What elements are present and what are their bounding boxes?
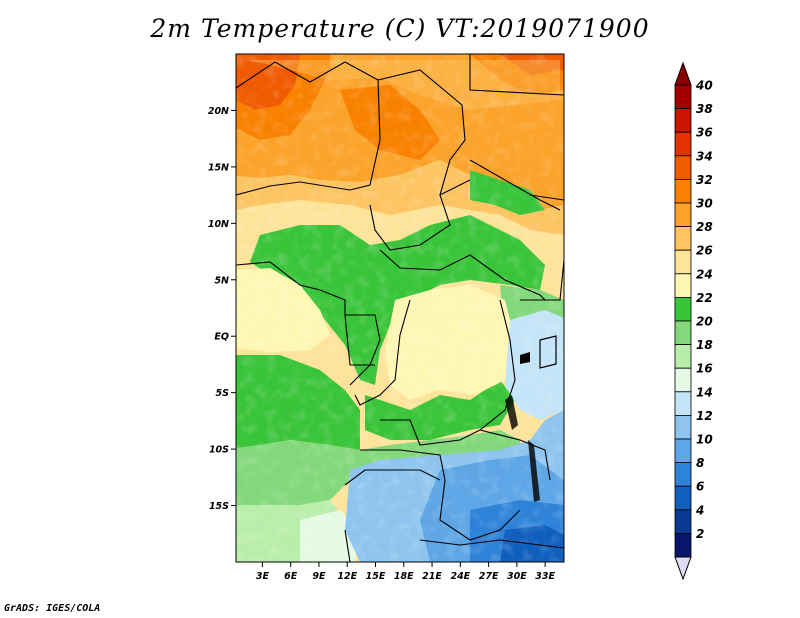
colorbar-level-label: 22 (696, 291, 713, 305)
colorbar-level-label: 18 (696, 338, 713, 352)
lat-tick-label: 5S (216, 388, 230, 399)
colorbar-level-label: 20 (696, 315, 713, 329)
colorbar-level-label: 26 (696, 244, 713, 258)
colorbar-level-label: 14 (696, 385, 713, 399)
colorbar-swatch (674, 84, 692, 110)
latitude-axis: 20N 15N 10N 5N EQ 5S 10S 15S (208, 106, 236, 512)
lat-tick-label: 5N (214, 275, 229, 286)
lat-tick-label: 15S (209, 501, 229, 512)
colorbar-swatch (674, 438, 692, 464)
lon-tick-label: 6E (284, 571, 298, 582)
colorbar-level-label: 40 (695, 79, 713, 93)
colorbar-level-label: 30 (696, 197, 713, 211)
colorbar-swatch (674, 462, 692, 487)
colorbar-swatch (674, 485, 692, 511)
colorbar-swatch (674, 533, 692, 558)
lon-tick-label: 18E (394, 571, 414, 582)
colorbar-swatch (674, 178, 692, 204)
colorbar-level-label: 8 (696, 456, 704, 470)
colorbar-level-label: 32 (696, 173, 713, 187)
lon-tick-label: 12E (337, 571, 357, 582)
lon-tick-label: 30E (507, 571, 527, 582)
lon-tick-label: 33E (535, 571, 555, 582)
lon-tick-label: 3E (256, 571, 270, 582)
lat-tick-label: EQ (214, 332, 229, 343)
lon-tick-label: 21E (422, 571, 442, 582)
map-frame (235, 53, 565, 563)
colorbar-swatch (674, 296, 692, 322)
colorbar-swatch (674, 249, 692, 275)
colorbar-swatch (674, 391, 692, 416)
lat-tick-label: 15N (208, 162, 229, 173)
lon-tick-label: 27E (479, 571, 499, 582)
colorbar-level-label: 4 (695, 503, 704, 517)
lat-tick-label: 10N (208, 219, 229, 230)
colorbar-swatch (674, 344, 692, 369)
colorbar-top-arrow (674, 61, 692, 86)
country-borders (236, 54, 564, 562)
colorbar-level-label: 2 (696, 527, 704, 541)
colorbar-swatch (674, 320, 692, 346)
colorbar-level-label: 36 (696, 126, 713, 140)
lat-tick-label: 20N (208, 106, 229, 117)
colorbar-level-label: 34 (696, 149, 713, 163)
colorbar-swatch (674, 202, 692, 228)
colorbar-swatch (674, 131, 692, 157)
colorbar-swatch (674, 509, 692, 534)
colorbar-level-label: 28 (696, 220, 713, 234)
lon-tick-label: 15E (366, 571, 386, 582)
colorbar-level-label: 16 (696, 362, 713, 376)
longitude-axis: 3E 6E 9E 12E 15E 18E 21E 24E 27E 30E 33E (256, 562, 556, 582)
colorbar-swatch (674, 367, 692, 393)
lon-tick-label: 24E (450, 571, 470, 582)
temperature-field (236, 54, 564, 562)
lat-tick-label: 10S (209, 445, 229, 456)
colorbar-swatch (674, 226, 692, 251)
colorbar-level-label: 10 (696, 433, 713, 447)
colorbar-bottom-arrow (674, 556, 692, 581)
colorbar-swatch (674, 155, 692, 180)
colorbar-level-label: 6 (696, 480, 704, 494)
map-title: 2m Temperature (C) VT:2019071900 (150, 14, 650, 43)
colorbar-level-label: 38 (696, 102, 713, 116)
grads-credit: GrADS: IGES/COLA (4, 603, 101, 614)
colorbar-swatch (674, 414, 692, 440)
lon-tick-label: 9E (312, 571, 326, 582)
colorbar-level-label: 24 (696, 267, 713, 281)
colorbar-level-label: 12 (696, 409, 713, 423)
colorbar-swatch (674, 273, 692, 298)
lakes (505, 335, 557, 502)
colorbar: 40 38 36 34 32 30 28 26 24 22 20 18 16 14 12 10 8 6 4 2 (674, 61, 713, 581)
colorbar-swatch (674, 108, 692, 133)
